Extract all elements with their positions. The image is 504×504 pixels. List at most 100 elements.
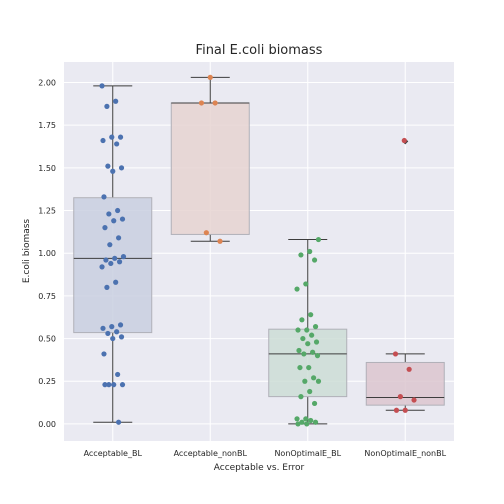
data-point (106, 382, 112, 388)
data-point (298, 394, 304, 400)
data-point (299, 419, 305, 425)
data-point (107, 242, 113, 248)
data-point (306, 364, 312, 371)
data-point (115, 207, 121, 214)
data-point (207, 74, 213, 80)
data-point (300, 335, 306, 342)
x-tick-labels: Acceptable_BL Acceptable_nonBL NonOptimalE… (84, 449, 447, 458)
data-point (303, 416, 309, 422)
data-point (102, 382, 108, 388)
data-point (106, 211, 112, 217)
data-point (114, 329, 120, 335)
x-tick-label: NonOptimalE_BL (274, 449, 341, 458)
x-tick-label: Acceptable_nonBL (174, 449, 248, 458)
data-point (118, 165, 125, 171)
data-point (312, 324, 319, 330)
data-point (302, 378, 308, 384)
data-point (118, 334, 125, 340)
data-point (304, 327, 310, 333)
data-point (100, 137, 106, 144)
data-point (217, 238, 223, 244)
data-point (117, 322, 124, 328)
data-point (116, 419, 122, 425)
data-point (294, 286, 300, 292)
data-point (203, 230, 209, 236)
box (268, 328, 348, 398)
data-point (112, 255, 118, 261)
y-tick-label: 0.25 (38, 377, 56, 386)
data-point (113, 279, 119, 285)
data-point (308, 312, 314, 318)
data-point (110, 168, 116, 174)
data-point (104, 284, 110, 290)
x-tick-label: Acceptable_BL (84, 449, 143, 458)
data-point (113, 98, 119, 104)
data-point (110, 335, 116, 342)
x-tick-label: NonOptimalE_nonBL (364, 449, 446, 458)
data-point (115, 371, 121, 378)
data-point (312, 419, 319, 425)
data-point (102, 224, 108, 231)
data-point (411, 397, 417, 403)
x-axis-label: Acceptable vs. Error (214, 463, 305, 473)
data-point (114, 141, 120, 147)
data-point (303, 281, 309, 287)
data-point (295, 327, 301, 333)
data-point (308, 417, 314, 424)
data-point (111, 382, 117, 388)
data-point (307, 248, 313, 255)
data-point (99, 264, 105, 270)
data-point (304, 421, 310, 427)
data-point (397, 394, 403, 400)
data-point (309, 332, 315, 338)
data-point (313, 339, 320, 345)
data-point (198, 100, 205, 106)
data-point (117, 134, 124, 140)
data-point (120, 254, 127, 260)
data-point (100, 325, 106, 331)
data-point (111, 218, 117, 224)
data-point (401, 137, 407, 144)
data-point (101, 194, 107, 200)
data-point (294, 416, 300, 422)
y-tick-label: 2.00 (38, 78, 56, 87)
points-layer (99, 74, 417, 427)
data-point (103, 257, 109, 263)
data-point (305, 341, 311, 347)
data-point (393, 407, 400, 413)
data-point (298, 252, 304, 258)
box (365, 361, 445, 406)
data-point (101, 351, 107, 357)
data-point (109, 324, 115, 330)
data-point (315, 236, 322, 243)
data-point (406, 366, 412, 372)
data-point (311, 257, 318, 263)
y-axis-label: E.coli biomass (22, 219, 32, 284)
data-point (105, 330, 111, 337)
y-tick-label: 1.50 (38, 164, 56, 173)
data-point (119, 216, 126, 222)
data-point (297, 364, 303, 371)
data-point (105, 163, 111, 169)
data-point (307, 388, 313, 395)
data-point (402, 407, 408, 413)
y-tick-labels: 0.00 0.25 0.50 0.75 1.00 1.25 1.50 1.75 2.00 (38, 78, 56, 428)
data-point (295, 421, 301, 427)
data-point (299, 317, 305, 323)
box (170, 102, 250, 235)
data-point (119, 382, 126, 388)
data-point (116, 235, 122, 241)
data-point (311, 400, 318, 407)
data-point (109, 134, 115, 140)
y-tick-label: 0.50 (38, 335, 56, 344)
data-point (310, 349, 316, 355)
y-tick-label: 1.00 (38, 249, 56, 258)
data-point (296, 347, 302, 354)
data-point (311, 375, 317, 381)
chart-title: Final E.coli biomass (196, 43, 323, 58)
data-point (104, 103, 110, 109)
y-tick-label: 0.00 (38, 420, 56, 429)
data-point (315, 378, 322, 384)
data-point (392, 351, 399, 357)
y-tick-label: 1.25 (38, 207, 56, 216)
